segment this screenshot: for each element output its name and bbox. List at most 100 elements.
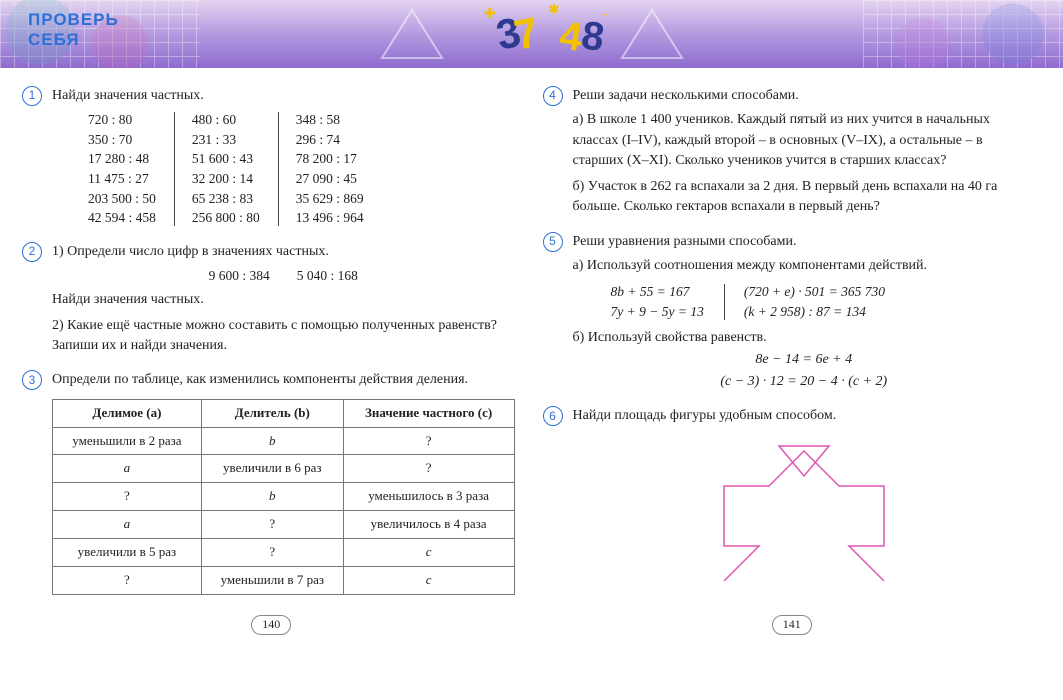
equation-item: (k + 2 958) : 87 = 134 — [744, 302, 885, 322]
task-4-b: б) Участок в 262 га вспахали за 2 дня. В… — [573, 177, 1036, 218]
task-1-title: Найди значения частных. — [52, 86, 515, 106]
task-5-a-text: а) Используй соотношения между компонент… — [573, 256, 1036, 276]
table-row: ? уменьшили в 7 раз c — [53, 566, 515, 594]
division-item: 42 594 : 458 — [88, 208, 156, 228]
task-1-col: 348 : 58 296 : 74 78 200 : 17 27 090 : 4… — [278, 110, 382, 227]
task-5: 5 Реши уравнения разными способами. а) И… — [549, 232, 1036, 393]
equation-item: (720 + e) · 501 = 365 730 — [744, 282, 885, 302]
table-cell: уменьшили в 2 раза — [53, 427, 202, 455]
task-6: 6 Найди площадь фигуры удобным способом. — [549, 406, 1036, 590]
page-spread: 1 Найди значения частных. 720 : 80 350 :… — [0, 68, 1063, 609]
table-cell: c — [343, 566, 514, 594]
division-item: 256 800 : 80 — [192, 208, 260, 228]
table-body: уменьшили в 2 раза b ? a увеличили в 6 р… — [53, 427, 515, 594]
division-item: 720 : 80 — [88, 110, 156, 130]
part-label: б) — [573, 179, 585, 194]
table-cell: уменьшили в 7 раз — [201, 566, 343, 594]
task-4-title: Реши задачи несколькими способами. — [573, 86, 1036, 106]
task-number: 2 — [22, 242, 42, 262]
page-left: 1 Найди значения частных. 720 : 80 350 :… — [28, 86, 515, 609]
task-5-a-equations: 8b + 55 = 167 7y + 9 − 5y = 13 (720 + e)… — [591, 282, 1036, 321]
table-header: Значение частного (c) — [343, 399, 514, 427]
table-cell: ? — [53, 483, 202, 511]
task-4-a: а) В школе 1 400 учеников. Каждый пятый … — [573, 110, 1036, 171]
table-cell: увеличили в 6 раз — [201, 455, 343, 483]
division-item: 51 600 : 43 — [192, 149, 260, 169]
table-cell: ? — [343, 455, 514, 483]
part-label: 2) — [52, 318, 64, 333]
table-header: Делимое (a) — [53, 399, 202, 427]
task-1-col: 480 : 60 231 : 33 51 600 : 43 32 200 : 1… — [174, 110, 278, 227]
banner-title: ПРОВЕРЬ СЕБЯ — [28, 10, 119, 49]
equation-col: 8b + 55 = 167 7y + 9 − 5y = 13 — [591, 282, 724, 321]
division-item: 296 : 74 — [296, 130, 364, 150]
th-label: Делитель (b) — [235, 405, 310, 420]
task-2-find: Найди значения частных. — [52, 290, 515, 310]
task-2: 2 1) Определи число цифр в значениях час… — [28, 242, 515, 357]
task-1: 1 Найди значения частных. 720 : 80 350 :… — [28, 86, 515, 228]
page-banner: ПРОВЕРЬ СЕБЯ 3 7 4 8 ✚ ✱ − — [0, 0, 1063, 68]
equation-item: 8b + 55 = 167 — [611, 282, 704, 302]
table-cell: увеличили в 5 раз — [53, 538, 202, 566]
table-cell: c — [343, 538, 514, 566]
table-row: a увеличили в 6 раз ? — [53, 455, 515, 483]
equation-item: (c − 3) · 12 = 20 − 4 · (c + 2) — [573, 372, 1036, 392]
task-3-table: Делимое (a) Делитель (b) Значение частно… — [52, 399, 515, 595]
division-item: 203 500 : 50 — [88, 189, 156, 209]
banner-art: 3 7 4 8 ✚ ✱ − — [372, 0, 692, 68]
th-label: Значение частного (c) — [365, 405, 492, 420]
banner-title-line1: ПРОВЕРЬ — [28, 10, 119, 30]
task-number: 6 — [543, 406, 563, 426]
division-item: 78 200 : 17 — [296, 149, 364, 169]
part-text: Участок в 262 га вспахали за 2 дня. В пе… — [573, 179, 998, 214]
division-item: 480 : 60 — [192, 110, 260, 130]
example-item: 9 600 : 384 — [209, 268, 270, 283]
task-6-title: Найди площадь фигуры удобным способом. — [573, 406, 1036, 426]
svg-text:✱: ✱ — [548, 3, 560, 18]
task-2-examples: 9 600 : 384 5 040 : 168 — [52, 266, 515, 286]
division-item: 11 475 : 27 — [88, 169, 156, 189]
example-item: 5 040 : 168 — [297, 268, 358, 283]
page-number-left: 140 — [251, 615, 291, 634]
banner-title-line2: СЕБЯ — [28, 30, 119, 50]
task-number: 3 — [22, 370, 42, 390]
table-cell: ? — [53, 566, 202, 594]
table-cell: увеличилось в 4 раза — [343, 511, 514, 539]
part-label: а) — [573, 258, 584, 273]
table-cell: ? — [201, 511, 343, 539]
equation-item: 7y + 9 − 5y = 13 — [611, 302, 704, 322]
table-cell: a — [53, 455, 202, 483]
table-cell: уменьшилось в 3 раза — [343, 483, 514, 511]
task-6-figure — [704, 431, 904, 591]
equation-item: 8e − 14 = 6e + 4 — [573, 350, 1036, 370]
task-2-part2: 2) Какие ещё частные можно составить с п… — [52, 316, 515, 357]
part-text: Используй соотношения между компонентами… — [587, 258, 927, 273]
task-5-title: Реши уравнения разными способами. — [573, 232, 1036, 252]
division-item: 35 629 : 869 — [296, 189, 364, 209]
table-row: уменьшили в 2 раза b ? — [53, 427, 515, 455]
task-5-b-text: б) Используй свойства равенств. — [573, 328, 1036, 348]
table-header-row: Делимое (a) Делитель (b) Значение частно… — [53, 399, 515, 427]
page-number-right: 141 — [772, 615, 812, 634]
th-label: Делимое (a) — [92, 405, 161, 420]
division-item: 27 090 : 45 — [296, 169, 364, 189]
table-cell: ? — [343, 427, 514, 455]
svg-text:✚: ✚ — [484, 7, 496, 22]
table-row: a ? увеличилось в 4 раза — [53, 511, 515, 539]
division-item: 350 : 70 — [88, 130, 156, 150]
division-item: 13 496 : 964 — [296, 208, 364, 228]
part-text: Определи число цифр в значениях частных. — [67, 244, 329, 259]
division-item: 231 : 33 — [192, 130, 260, 150]
task-number: 4 — [543, 86, 563, 106]
task-number: 5 — [543, 232, 563, 252]
table-row: увеличили в 5 раз ? c — [53, 538, 515, 566]
page-right: 4 Реши задачи несколькими способами. а) … — [549, 86, 1036, 609]
table-row: ? b уменьшилось в 3 раза — [53, 483, 515, 511]
task-3-title: Определи по таблице, как изменились комп… — [52, 370, 515, 390]
part-label: а) — [573, 112, 584, 127]
division-item: 32 200 : 14 — [192, 169, 260, 189]
task-4: 4 Реши задачи несколькими способами. а) … — [549, 86, 1036, 218]
table-cell: ? — [201, 538, 343, 566]
division-item: 348 : 58 — [296, 110, 364, 130]
part-label: б) — [573, 330, 585, 345]
